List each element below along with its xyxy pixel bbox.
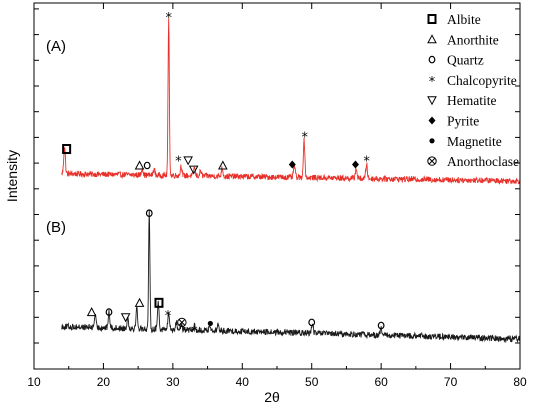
chalcopyrite-asterisk-icon: * (165, 11, 172, 26)
dot-marker (429, 138, 435, 144)
asterisk-marker: * (429, 75, 436, 90)
circle-open-marker (308, 318, 316, 327)
chalcopyrite-asterisk-icon: * (302, 131, 309, 146)
legend-label-chalcopyrite: Chalcopyrite (447, 73, 517, 88)
x-tick-label: 40 (236, 375, 250, 389)
panel-label-a: (A) (46, 38, 66, 55)
square-marker (154, 297, 164, 308)
magnetite-dot-icon (207, 320, 213, 327)
anorthoclase-otimes-icon (427, 156, 437, 166)
triangle-up-marker (134, 297, 145, 307)
circle-open-marker (145, 209, 153, 218)
quartz-circle-icon (143, 161, 151, 170)
x-tick-label: 60 (374, 375, 388, 389)
triangle-up-marker (218, 160, 228, 170)
asterisk-marker: * (363, 154, 370, 169)
pyrite-diamond-icon (351, 160, 359, 169)
series-b-line (61, 209, 521, 344)
anorthite-triangle-icon (86, 307, 97, 317)
x-tick-label: 50 (305, 375, 319, 389)
circle-open-marker (143, 161, 151, 170)
x-tick-label: 70 (444, 375, 458, 389)
chalcopyrite-asterisk-icon: * (175, 154, 182, 169)
panel-label-b: (B) (46, 219, 66, 236)
y-axis-title: Intensity (4, 150, 20, 202)
x-tick-label: 30 (166, 375, 180, 389)
legend-label-pyrite: Pyrite (447, 114, 479, 129)
dot-marker (207, 320, 213, 327)
chalcopyrite-asterisk-icon: * (363, 154, 370, 169)
hematite-triangle-icon (183, 156, 193, 166)
quartz-circle-icon (105, 308, 113, 316)
triangle-down-marker (188, 165, 199, 175)
diamond-marker (428, 116, 436, 125)
albite-square-icon (62, 144, 72, 155)
asterisk-marker: * (191, 325, 198, 340)
albite-square-icon (427, 14, 437, 24)
quartz-circle-icon (308, 318, 316, 327)
legend-label-quartz: Quartz (447, 53, 484, 68)
circle-open-marker (428, 55, 436, 64)
triangle-down-marker (120, 313, 131, 323)
legend-label-hematite: Hematite (447, 93, 496, 108)
anorthoclase-otimes-icon (177, 317, 187, 328)
magnetite-dot-icon (429, 138, 435, 144)
anorthite-triangle-icon (218, 160, 228, 170)
circle-open-marker (105, 308, 113, 316)
chalcopyrite-asterisk-icon: * (429, 75, 436, 90)
legend-label-anorthoclase: Anorthoclase (447, 154, 519, 169)
anorthite-triangle-icon (134, 160, 145, 170)
legend: Albite Anorthite Quartz * Chalcopyrite Hemati… (427, 12, 519, 169)
triangle-down-marker (427, 96, 437, 106)
otimes-marker (177, 317, 187, 328)
asterisk-marker: * (165, 309, 172, 324)
diamond-marker (351, 160, 359, 169)
chalcopyrite-asterisk-icon: * (165, 309, 172, 324)
legend-label-albite: Albite (447, 12, 481, 27)
axes: 10 20 30 40 50 60 70 80 (27, 2, 527, 389)
plot-area: (A) * * * * (B) * * (46, 11, 521, 344)
triangle-up-marker (86, 307, 97, 317)
x-tick-label: 10 (27, 375, 41, 389)
quartz-circle-icon (377, 321, 385, 330)
otimes-marker (427, 156, 437, 166)
chalcopyrite-asterisk-icon: * (191, 325, 198, 340)
triangle-up-marker (134, 160, 145, 170)
circle-open-marker (377, 321, 385, 330)
anorthite-triangle-icon (134, 297, 145, 307)
legend-label-anorthite: Anorthite (447, 32, 499, 47)
x-tick-label: 80 (513, 375, 527, 389)
asterisk-marker: * (175, 154, 182, 169)
pyrite-diamond-icon (428, 116, 436, 125)
triangle-down-marker (183, 156, 193, 166)
hematite-triangle-icon (120, 313, 131, 323)
x-axis-title: 2θ (264, 389, 280, 405)
series-a-line (61, 18, 521, 185)
quartz-circle-icon (145, 209, 153, 218)
triangle-up-marker (427, 34, 437, 44)
square-marker (62, 144, 72, 155)
hematite-triangle-icon (188, 165, 199, 175)
x-tick-label: 20 (97, 375, 111, 389)
square-marker (427, 14, 437, 24)
quartz-circle-icon (428, 55, 436, 64)
legend-label-magnetite: Magnetite (447, 134, 502, 149)
asterisk-marker: * (302, 131, 309, 146)
asterisk-marker: * (165, 11, 172, 26)
pyrite-diamond-icon (288, 160, 296, 169)
hematite-triangle-icon (427, 96, 437, 106)
anorthite-triangle-icon (427, 34, 437, 44)
albite-square-icon (154, 297, 164, 308)
diamond-marker (288, 160, 296, 169)
